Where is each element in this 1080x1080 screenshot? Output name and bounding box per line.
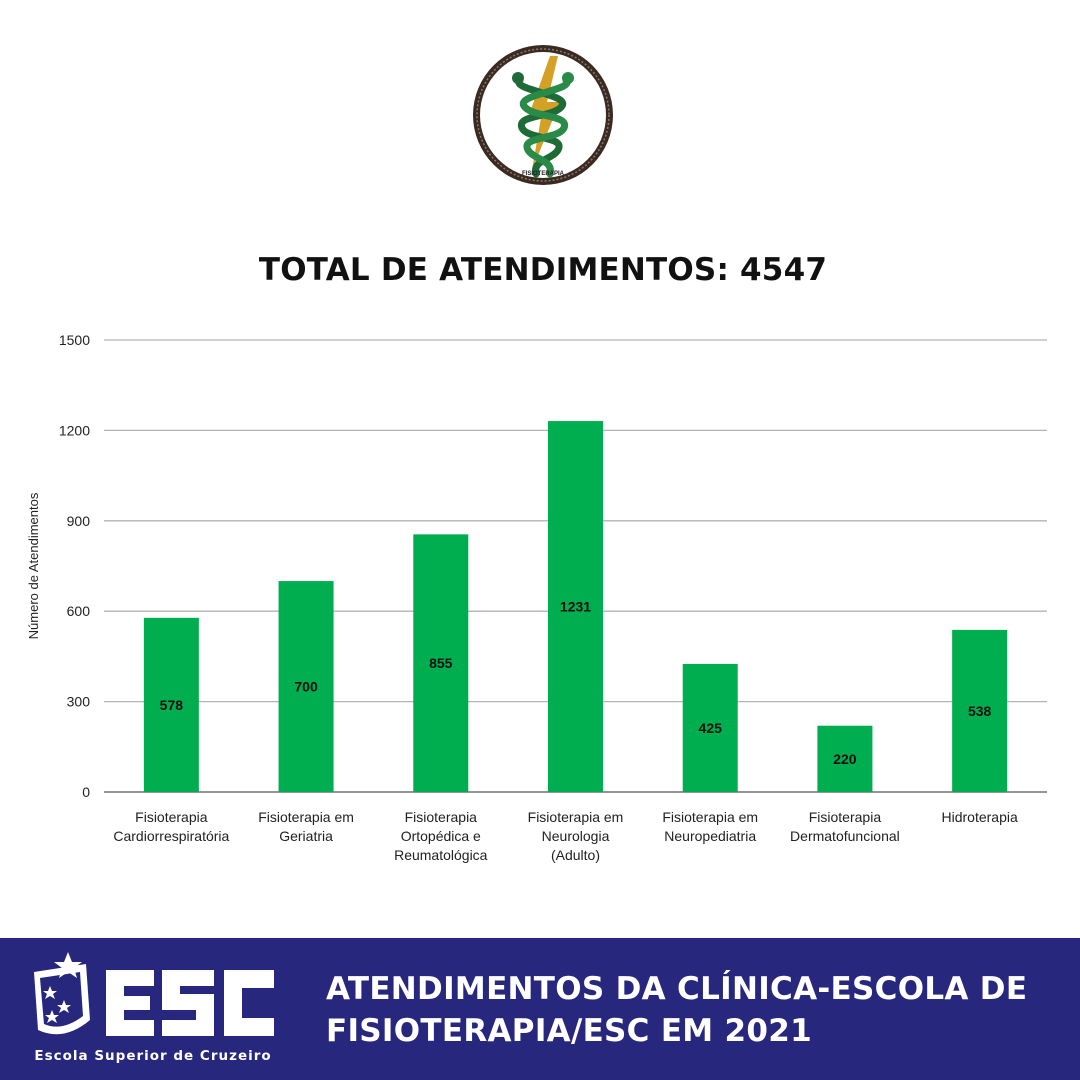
esc-tagline: Escola Superior de Cruzeiro	[34, 1048, 272, 1064]
y-tick-label: 0	[82, 784, 90, 800]
y-tick-label: 1500	[59, 332, 90, 348]
bar-chart: 0 300 600 900 1200 1500 578 700 855 1231 425 220 53…	[26, 332, 1047, 863]
footer-title: ATENDIMENTOS DA CLÍNICA-ESCOLA DE FISIOT…	[326, 968, 1066, 1052]
category-label: Fisioterapia Ortopédica e Reumatológica	[394, 809, 488, 863]
bars: 578 700 855 1231 425 220 538	[143, 421, 1008, 792]
bar	[413, 534, 469, 792]
y-tick-label: 1200	[59, 422, 90, 438]
y-tick-label: 900	[67, 513, 91, 529]
y-tick-label: 300	[67, 694, 91, 710]
category-label: Hidroterapia	[942, 809, 1018, 825]
bar	[143, 617, 199, 792]
bar-value-label: 425	[699, 720, 723, 736]
logo-caption: FISIOTERAPIA	[522, 171, 565, 177]
category-label: Fisioterapia em Geriatria	[258, 809, 354, 844]
bar-value-label: 700	[294, 679, 318, 695]
bar	[682, 663, 738, 792]
bar-value-label: 1231	[560, 599, 591, 615]
bar	[952, 629, 1008, 792]
bar-value-label: 855	[429, 655, 453, 671]
y-tick-label: 600	[67, 603, 91, 619]
bar-value-label: 538	[968, 703, 992, 719]
total-headline: TOTAL DE ATENDIMENTOS: 4547	[258, 252, 828, 288]
y-axis-title: Número de Atendimentos	[26, 492, 41, 639]
esc-logo: Escola Superior de Cruzeiro	[28, 950, 278, 1072]
caduceus-logo: FISIOTERAPIA	[470, 42, 616, 188]
bar	[817, 725, 873, 792]
category-label: Fisioterapia Dermatofuncional	[790, 809, 900, 844]
y-tick-labels: 0 300 600 900 1200 1500	[59, 332, 90, 800]
category-label: Fisioterapia em Neurologia (Adulto)	[528, 809, 624, 863]
footer-title-line2: FISIOTERAPIA/ESC EM 2021	[326, 1013, 813, 1049]
category-label: Fisioterapia Cardiorrespiratória	[113, 809, 229, 844]
category-label: Fisioterapia em Neuropediatria	[662, 809, 758, 844]
bar	[548, 421, 603, 792]
category-labels: Fisioterapia Cardiorrespiratória Fisiotera…	[113, 809, 1018, 863]
footer-band: Escola Superior de Cruzeiro ATENDIMENTOS…	[0, 938, 1080, 1080]
footer-title-line1: ATENDIMENTOS DA CLÍNICA-ESCOLA DE	[326, 971, 1028, 1007]
bar-value-label: 220	[833, 751, 857, 767]
bar	[278, 581, 334, 792]
bar-value-label: 578	[160, 697, 184, 713]
